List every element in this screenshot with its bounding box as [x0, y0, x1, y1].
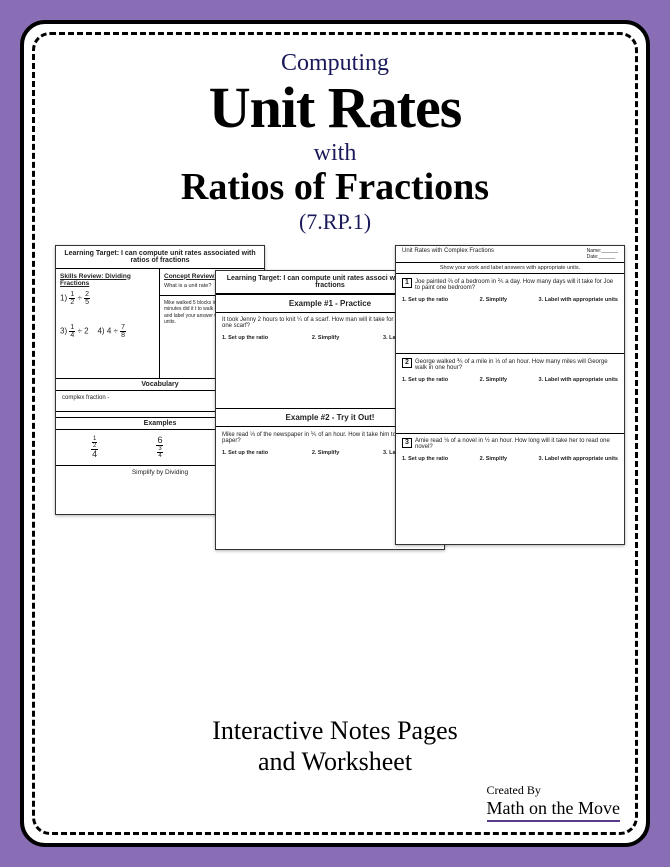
sheet1-problem-2: 3) 14 ÷ 2 4) 4 ÷ 78	[60, 324, 155, 339]
footer-line2: and Worksheet	[45, 746, 625, 777]
footer-line1: Interactive Notes Pages	[45, 715, 625, 746]
sheet3-q2-number: 2	[402, 358, 412, 368]
worksheet-preview-3: Unit Rates with Complex Fractions Name:_…	[395, 245, 625, 545]
title-ratios: Ratios of Fractions	[45, 167, 625, 209]
sheet3-instruction: Show your work and label answers with ap…	[396, 263, 624, 274]
footer-description: Interactive Notes Pages and Worksheet	[45, 715, 625, 777]
title-with: with	[45, 140, 625, 166]
sheet3-q2-text: George walked ⅗ of a mile in ⅓ of an hou…	[415, 358, 618, 371]
title-computing: Computing	[45, 50, 625, 76]
sheet1-skills-title: Skills Review: Dividing Fractions	[60, 273, 155, 287]
credit-block: Created By Math on the Move	[487, 783, 620, 822]
sheet3-q1-number: 1	[402, 278, 412, 288]
main-frame: Computing Unit Rates with Ratios of Frac…	[20, 20, 650, 847]
title-standard: (7.RP.1)	[45, 210, 625, 234]
sheet1-learning-target: Learning Target: I can compute unit rate…	[56, 246, 264, 269]
credit-by: Created By	[487, 783, 620, 798]
sheet3-title: Unit Rates with Complex Fractions	[402, 248, 494, 260]
title-block: Computing Unit Rates with Ratios of Frac…	[45, 50, 625, 235]
dashed-inner-frame: Computing Unit Rates with Ratios of Frac…	[32, 32, 638, 835]
credit-name: Math on the Move	[487, 798, 620, 822]
sheet3-q1-text: Joe painted ⅔ of a bedroom in ⅖ a day. H…	[415, 278, 618, 291]
worksheet-previews: Learning Target: I can compute unit rate…	[45, 245, 625, 710]
sheet3-q3-text: Amie read ⅛ of a novel in ½ an hour. How…	[415, 438, 618, 450]
sheet1-problem-1: 1) 12 ÷ 25	[60, 291, 155, 306]
title-unit-rates: Unit Rates	[45, 76, 625, 140]
sheet3-q3-number: 3	[402, 438, 412, 448]
